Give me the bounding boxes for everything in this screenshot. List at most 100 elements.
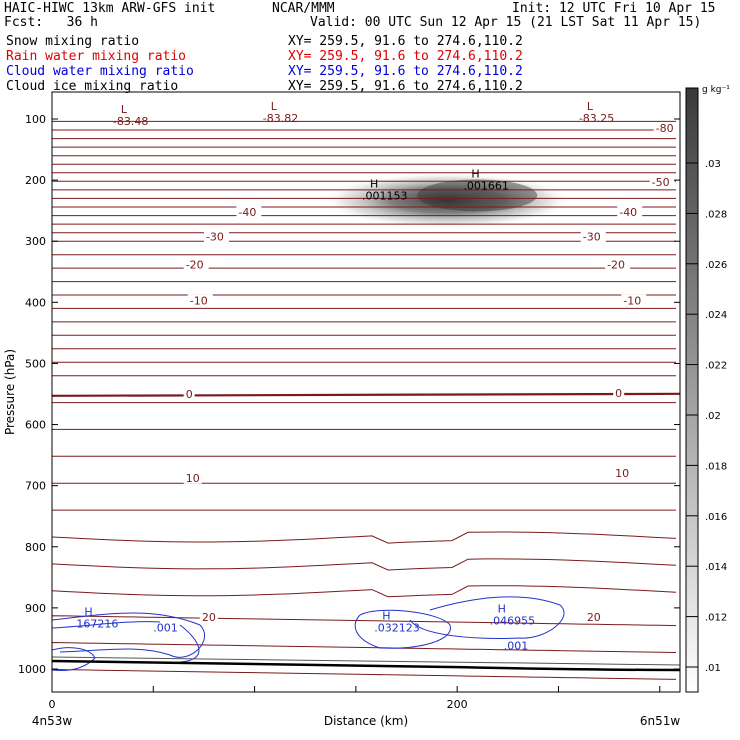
cloud-water-contours xyxy=(51,596,565,671)
field-xy-cloud-water: XY= 259.5, 91.6 to 274.6,110.2 xyxy=(288,64,523,79)
isotherm-line xyxy=(51,558,677,571)
temp-label: -10 xyxy=(190,295,208,308)
temp-label: 0 xyxy=(615,387,622,400)
field-xy-rain: XY= 259.5, 91.6 to 274.6,110.2 xyxy=(288,49,523,64)
colorbar-label: .026 xyxy=(705,260,727,271)
isotherm-line xyxy=(51,641,677,653)
colorbar: .03 .028 .026 .024 .022 .02 .018 .016 .014 .012 .0… xyxy=(685,85,730,693)
plot-frame xyxy=(51,91,681,693)
extremum-marker: L xyxy=(271,100,278,113)
temp-label-bg xyxy=(187,294,213,307)
temp-label-bg xyxy=(613,386,625,399)
temp-label-bg xyxy=(584,611,603,624)
colorbar-ramp xyxy=(685,87,699,693)
valid-time: Valid: 00 UTC Sun 12 Apr 15 (21 LST Sat … xyxy=(310,15,702,30)
y-tick-label: 700 xyxy=(25,480,46,493)
temp-label-bg xyxy=(617,205,643,218)
y-tick-label: 800 xyxy=(25,541,46,554)
extremum-value: -83.82 xyxy=(263,112,298,125)
y-tick-label: 400 xyxy=(25,296,46,309)
isotherm-line xyxy=(51,585,677,598)
isotherm-line xyxy=(51,668,677,680)
temp-label-bg xyxy=(236,205,262,218)
temp-label: -80 xyxy=(656,122,674,135)
cloud-water-label: .001 xyxy=(504,639,529,652)
temp-label-bg xyxy=(199,611,218,624)
extremum-marker: H xyxy=(370,178,378,191)
temp-label: 0 xyxy=(186,388,193,401)
colorbar-label: .03 xyxy=(705,159,721,170)
header: HAIC-HIWC 13km ARW-GFS init NCAR/MMM Ini… xyxy=(0,0,740,100)
temp-label-bg xyxy=(183,471,202,484)
extremum-marker: H xyxy=(382,610,390,623)
field-xy-cloud-ice: XY= 259.5, 91.6 to 274.6,110.2 xyxy=(288,79,523,94)
colorbar-label: .018 xyxy=(705,461,727,472)
extremum-marker: L xyxy=(121,103,128,116)
temp-label-bg xyxy=(580,230,606,243)
isotherm-line xyxy=(51,615,677,627)
cloud-water-contour xyxy=(409,596,565,639)
extremum-marker: H xyxy=(84,605,92,618)
colorbar-label: .01 xyxy=(705,663,721,674)
x-tick-label: 200 xyxy=(447,698,468,711)
colorbar-label: .028 xyxy=(705,209,727,220)
temp-label: -40 xyxy=(619,206,637,219)
y-tick-label: 300 xyxy=(25,235,46,248)
extremum-marker: L xyxy=(587,100,594,113)
field-label-rain: Rain water mixing ratio xyxy=(6,49,187,64)
extremum-value: -83.25 xyxy=(579,112,614,125)
temp-label: -20 xyxy=(607,258,625,271)
snow-shading xyxy=(322,172,573,229)
temp-label-bg xyxy=(183,258,209,271)
colorbar-label: .016 xyxy=(705,512,727,523)
snow-shading-blob xyxy=(322,172,573,229)
y-tick-label: 900 xyxy=(25,602,46,615)
org-label: NCAR/MMM xyxy=(272,1,335,16)
temp-label: -10 xyxy=(623,295,641,308)
extremum-value: 167216 xyxy=(76,617,118,630)
y-tick-label: 1000 xyxy=(18,663,46,676)
extremum-value: .046955 xyxy=(490,614,536,627)
temp-label-bg xyxy=(649,175,675,188)
forecast-hour: Fcst: 36 h xyxy=(4,15,98,30)
endpoint-right: 6n51w xyxy=(640,714,681,728)
terrain-line xyxy=(51,656,681,672)
colorbar-unit: g kg⁻¹ xyxy=(702,85,730,95)
field-xy-snow: XY= 259.5, 91.6 to 274.6,110.2 xyxy=(288,34,523,49)
temperature-contours xyxy=(51,120,681,680)
temp-label: 10 xyxy=(615,467,629,480)
temp-label: 20 xyxy=(587,611,601,624)
zero-isotherm xyxy=(51,392,681,397)
temp-label: -40 xyxy=(238,206,256,219)
temp-label-bg xyxy=(653,122,679,135)
colorbar-label: .014 xyxy=(705,562,727,573)
colorbar-label: .024 xyxy=(705,310,727,321)
x-tick-label: 0 xyxy=(49,698,56,711)
colorbar-label: .02 xyxy=(705,411,721,422)
colorbar-label: .022 xyxy=(705,361,727,372)
colorbar-label: .012 xyxy=(705,613,727,624)
temp-label: -30 xyxy=(206,230,224,243)
isotherm-line xyxy=(51,531,677,544)
extremum-marker: H xyxy=(471,167,479,180)
temp-label-bg xyxy=(613,466,632,479)
terrain-shadow xyxy=(51,656,681,666)
temp-label: 20 xyxy=(202,611,216,624)
cloud-water-contour xyxy=(51,612,206,658)
y-tick-label: 200 xyxy=(25,174,46,187)
y-axis-label: Pressure (hPa) xyxy=(3,349,17,435)
field-label-snow: Snow mixing ratio xyxy=(6,34,140,49)
snow-core xyxy=(417,179,538,212)
extremum-marker: H xyxy=(498,602,506,615)
extremum-value: .001153 xyxy=(362,190,408,203)
temp-label: -30 xyxy=(583,230,601,243)
model-title: HAIC-HIWC 13km ARW-GFS init xyxy=(4,1,216,16)
y-tick-label: 500 xyxy=(25,357,46,370)
field-label-cloud-water: Cloud water mixing ratio xyxy=(6,64,194,79)
y-tick-label: 100 xyxy=(25,113,46,126)
cloud-water-contour xyxy=(179,624,200,663)
cloud-water-contour xyxy=(51,621,161,629)
y-tick-label: 600 xyxy=(25,419,46,432)
temp-label-bg xyxy=(605,258,631,271)
